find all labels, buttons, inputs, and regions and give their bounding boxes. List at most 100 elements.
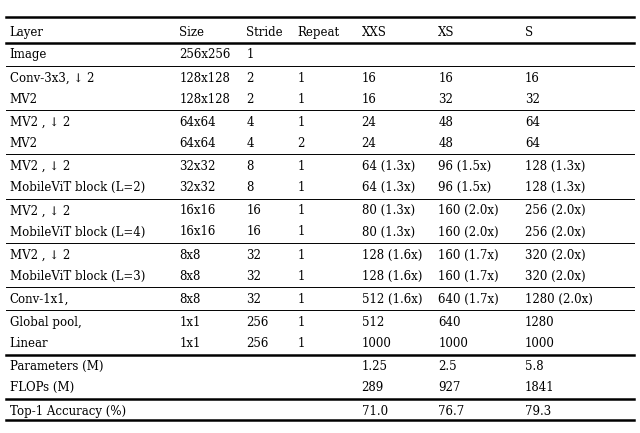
Text: 1x1: 1x1	[179, 337, 200, 350]
Text: 8: 8	[246, 181, 254, 194]
Text: 4: 4	[246, 116, 254, 129]
Text: 16x16: 16x16	[179, 226, 216, 239]
Text: 1841: 1841	[525, 381, 554, 394]
Text: 32: 32	[246, 293, 261, 306]
Text: MobileViT block (L=2): MobileViT block (L=2)	[10, 181, 145, 194]
Text: 24: 24	[362, 116, 376, 129]
Text: 1.25: 1.25	[362, 360, 388, 373]
Text: MobileViT block (L=4): MobileViT block (L=4)	[10, 226, 145, 239]
Text: 1: 1	[298, 93, 305, 106]
Text: MV2: MV2	[10, 93, 38, 106]
Text: 32x32: 32x32	[179, 160, 216, 173]
Text: 1x1: 1x1	[179, 316, 200, 329]
Text: 64x64: 64x64	[179, 137, 216, 150]
Text: 16: 16	[246, 204, 261, 217]
Text: 320 (2.0x): 320 (2.0x)	[525, 249, 586, 262]
Text: 289: 289	[362, 381, 384, 394]
Text: 256x256: 256x256	[179, 48, 230, 61]
Text: 1000: 1000	[362, 337, 392, 350]
Text: 160 (1.7x): 160 (1.7x)	[438, 249, 499, 262]
Text: MobileViT block (L=3): MobileViT block (L=3)	[10, 270, 145, 283]
Text: Layer: Layer	[10, 26, 44, 39]
Text: 1280 (2.0x): 1280 (2.0x)	[525, 293, 593, 306]
Text: 1: 1	[298, 249, 305, 262]
Text: Stride: Stride	[246, 26, 283, 39]
Text: 1: 1	[298, 316, 305, 329]
Text: 640 (1.7x): 640 (1.7x)	[438, 293, 499, 306]
Text: 32: 32	[246, 270, 261, 283]
Text: 927: 927	[438, 381, 461, 394]
Text: 80 (1.3x): 80 (1.3x)	[362, 226, 415, 239]
Text: 32x32: 32x32	[179, 181, 216, 194]
Text: 71.0: 71.0	[362, 405, 388, 418]
Text: 512: 512	[362, 316, 384, 329]
Text: 512 (1.6x): 512 (1.6x)	[362, 293, 422, 306]
Text: MV2 , ↓ 2: MV2 , ↓ 2	[10, 116, 70, 129]
Text: Size: Size	[179, 26, 204, 39]
Text: 24: 24	[362, 137, 376, 150]
Text: 2.5: 2.5	[438, 360, 457, 373]
Text: XXS: XXS	[362, 26, 387, 39]
Text: 1: 1	[298, 226, 305, 239]
Text: XS: XS	[438, 26, 455, 39]
Text: Top-1 Accuracy (%): Top-1 Accuracy (%)	[10, 405, 125, 418]
Text: 128 (1.6x): 128 (1.6x)	[362, 249, 422, 262]
Text: 1: 1	[298, 71, 305, 85]
Text: 48: 48	[438, 116, 453, 129]
Text: 160 (2.0x): 160 (2.0x)	[438, 204, 499, 217]
Text: 1: 1	[298, 270, 305, 283]
Text: 64 (1.3x): 64 (1.3x)	[362, 160, 415, 173]
Text: 320 (2.0x): 320 (2.0x)	[525, 270, 586, 283]
Text: 96 (1.5x): 96 (1.5x)	[438, 181, 492, 194]
Text: 640: 640	[438, 316, 461, 329]
Text: 16: 16	[246, 226, 261, 239]
Text: Conv-1x1,: Conv-1x1,	[10, 293, 69, 306]
Text: 128x128: 128x128	[179, 71, 230, 85]
Text: FLOPs (M): FLOPs (M)	[10, 381, 74, 394]
Text: 256: 256	[246, 316, 269, 329]
Text: 79.3: 79.3	[525, 405, 551, 418]
Text: Repeat: Repeat	[298, 26, 340, 39]
Text: 32: 32	[246, 249, 261, 262]
Text: 2: 2	[246, 71, 254, 85]
Text: 8x8: 8x8	[179, 293, 200, 306]
Text: 96 (1.5x): 96 (1.5x)	[438, 160, 492, 173]
Text: 8x8: 8x8	[179, 270, 200, 283]
Text: 16x16: 16x16	[179, 204, 216, 217]
Text: 16: 16	[362, 93, 376, 106]
Text: Linear: Linear	[10, 337, 48, 350]
Text: 64: 64	[525, 137, 540, 150]
Text: 1000: 1000	[525, 337, 555, 350]
Text: 16: 16	[362, 71, 376, 85]
Text: S: S	[525, 26, 533, 39]
Text: Image: Image	[10, 48, 47, 61]
Text: 256: 256	[246, 337, 269, 350]
Text: 1: 1	[298, 116, 305, 129]
Text: 32: 32	[525, 93, 540, 106]
Text: 2: 2	[246, 93, 254, 106]
Text: 4: 4	[246, 137, 254, 150]
Text: 1280: 1280	[525, 316, 554, 329]
Text: 128x128: 128x128	[179, 93, 230, 106]
Text: MV2 , ↓ 2: MV2 , ↓ 2	[10, 204, 70, 217]
Text: 64x64: 64x64	[179, 116, 216, 129]
Text: 76.7: 76.7	[438, 405, 465, 418]
Text: 64: 64	[525, 116, 540, 129]
Text: 1: 1	[298, 293, 305, 306]
Text: MV2: MV2	[10, 137, 38, 150]
Text: 80 (1.3x): 80 (1.3x)	[362, 204, 415, 217]
Text: 128 (1.3x): 128 (1.3x)	[525, 181, 585, 194]
Text: 2: 2	[298, 137, 305, 150]
Text: 256 (2.0x): 256 (2.0x)	[525, 226, 586, 239]
Text: Global pool,: Global pool,	[10, 316, 81, 329]
Text: 128 (1.3x): 128 (1.3x)	[525, 160, 585, 173]
Text: Parameters (M): Parameters (M)	[10, 360, 103, 373]
Text: 128 (1.6x): 128 (1.6x)	[362, 270, 422, 283]
Text: 16: 16	[438, 71, 453, 85]
Text: 64 (1.3x): 64 (1.3x)	[362, 181, 415, 194]
Text: 1: 1	[298, 160, 305, 173]
Text: 8x8: 8x8	[179, 249, 200, 262]
Text: 1000: 1000	[438, 337, 468, 350]
Text: 160 (2.0x): 160 (2.0x)	[438, 226, 499, 239]
Text: MV2 , ↓ 2: MV2 , ↓ 2	[10, 160, 70, 173]
